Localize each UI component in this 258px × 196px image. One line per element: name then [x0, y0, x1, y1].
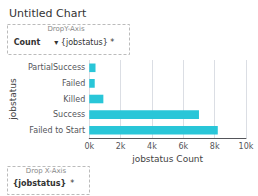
svg-text:Success: Success — [53, 110, 85, 119]
svg-text:Untitled Chart: Untitled Chart — [9, 7, 87, 20]
svg-text:Failed to Start: Failed to Start — [29, 126, 85, 135]
svg-text:0k: 0k — [84, 142, 94, 151]
svg-text:jobstatus: jobstatus — [8, 78, 18, 121]
svg-text:jobstatus Count: jobstatus Count — [131, 154, 203, 164]
svg-text:Killed: Killed — [63, 95, 85, 104]
svg-text:10k: 10k — [239, 142, 254, 151]
svg-text:{jobstatus}: {jobstatus} — [13, 179, 67, 188]
svg-text:PartialSuccess: PartialSuccess — [28, 63, 85, 72]
svg-text:▾: ▾ — [54, 38, 58, 47]
svg-text:DropY-Axis: DropY-Axis — [47, 25, 85, 33]
svg-text:Drop X-Axis: Drop X-Axis — [26, 167, 67, 175]
svg-text:6k: 6k — [178, 142, 188, 151]
svg-text:8k: 8k — [210, 142, 220, 151]
svg-text:4k: 4k — [147, 142, 157, 151]
svg-text:*: * — [110, 38, 114, 47]
svg-text:2k: 2k — [116, 142, 126, 151]
svg-text:Failed: Failed — [62, 79, 85, 88]
svg-text:{jobstatus}: {jobstatus} — [61, 38, 108, 47]
svg-text:*: * — [70, 179, 74, 188]
svg-text:Count: Count — [14, 38, 41, 47]
